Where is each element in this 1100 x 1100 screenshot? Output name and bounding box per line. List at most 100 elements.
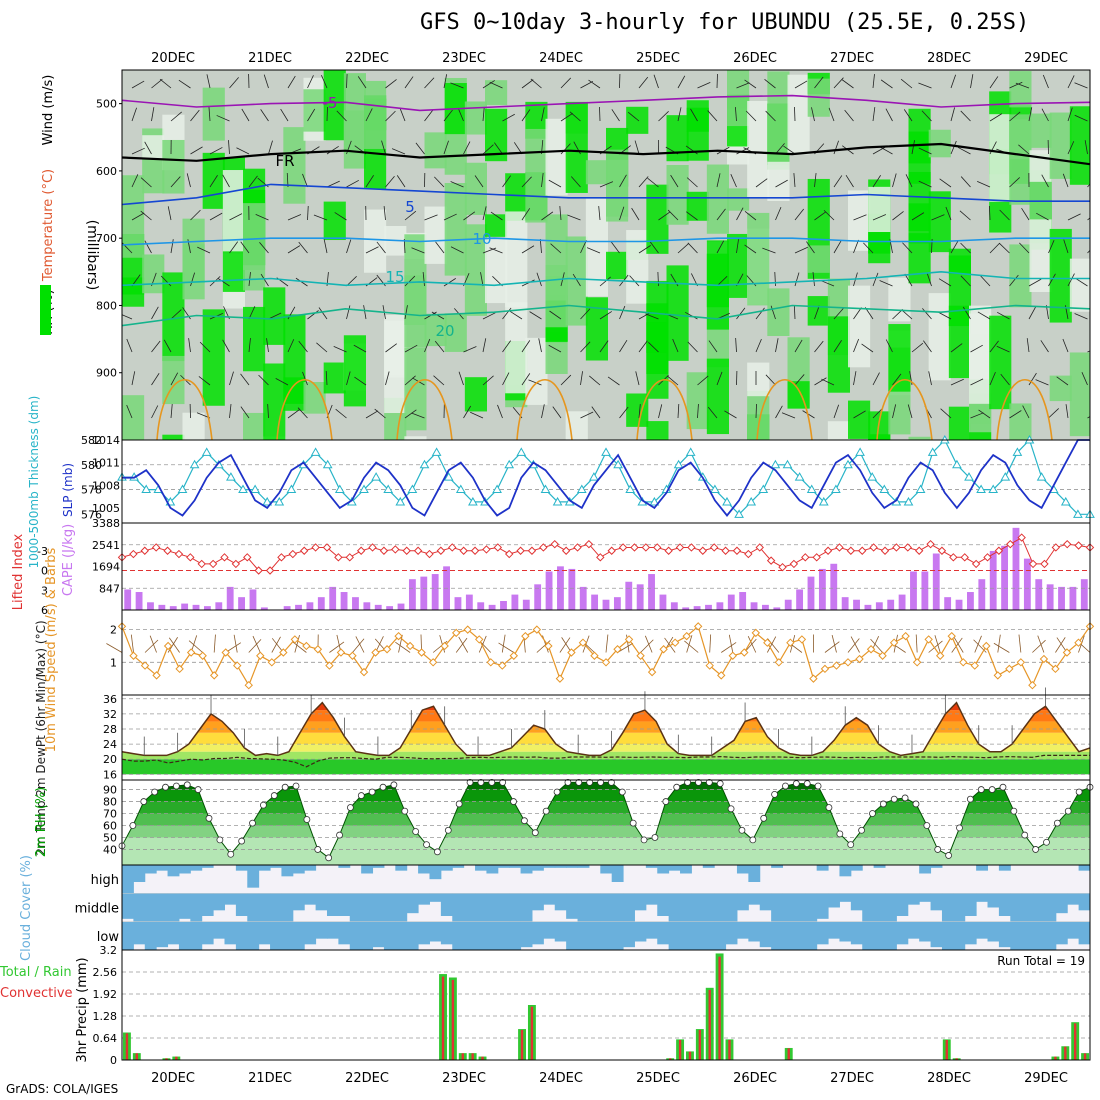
wind-barb	[657, 271, 659, 287]
cloud-bar-high	[372, 865, 385, 868]
wind-barb	[635, 371, 640, 386]
wind-barb	[677, 403, 680, 419]
rh-cell	[767, 288, 790, 337]
wind-barb	[365, 108, 373, 122]
cloud-bar-high	[600, 865, 613, 874]
rh2m-marker	[999, 783, 1007, 791]
wind-barb	[229, 241, 239, 254]
cloud-bar-middle	[748, 893, 761, 905]
wind-barb	[404, 344, 418, 353]
wind-barb	[302, 173, 308, 188]
wind-barb	[853, 239, 859, 254]
wind-barb	[1035, 379, 1049, 386]
wind-barb	[241, 108, 250, 122]
lifted-index-marker	[732, 546, 742, 555]
wind-barb	[911, 140, 915, 155]
cape-bar	[1080, 579, 1088, 610]
cloud-bar-low	[349, 921, 362, 950]
cloud-bar-low	[201, 921, 214, 945]
wind-barb	[208, 107, 211, 122]
precip-total-label: Total / Rain	[0, 965, 72, 980]
lifted-index-marker	[334, 553, 343, 562]
wind-barb-10m	[997, 634, 1001, 653]
wind-speed-marker	[647, 667, 657, 677]
wind-barb	[610, 241, 620, 254]
cloud-bar-high	[998, 865, 1011, 871]
cloud-bar-low	[941, 921, 954, 950]
rh2m-marker	[575, 778, 583, 786]
wind-barb	[275, 377, 289, 386]
wind-barb	[1000, 373, 1010, 386]
wind-speed-marker	[405, 641, 415, 651]
wind-barb	[151, 78, 163, 89]
wind-barb	[880, 146, 893, 155]
wind-barb	[950, 343, 963, 353]
wind-barb-10m	[582, 635, 590, 653]
precip-convective-bar	[688, 1051, 692, 1060]
rh-cell	[666, 115, 689, 162]
lifted-index-marker	[129, 549, 138, 559]
wind-speed-marker	[279, 648, 288, 657]
cape-bar	[215, 602, 223, 610]
wind-barb	[399, 107, 406, 122]
rh-cell	[585, 297, 608, 361]
date-label-bottom: 20DEC	[151, 1071, 195, 1086]
wind-barb	[774, 271, 776, 287]
wind-barb	[736, 207, 744, 221]
cloud-bar-high	[304, 865, 317, 871]
wind-barb	[697, 404, 699, 419]
thickness-marker	[976, 484, 986, 494]
wind-barb	[638, 340, 648, 353]
cloud-bar-low	[304, 921, 317, 945]
wind-barb	[736, 307, 746, 320]
lifted-index-marker	[436, 546, 446, 555]
wind-barb	[560, 77, 572, 89]
wind-barb-10m	[728, 634, 734, 653]
wind-speed-marker	[636, 651, 645, 660]
cloud-row-label: low	[97, 930, 120, 945]
cape-bar	[500, 601, 507, 610]
temperature-contour-25	[996, 378, 1053, 440]
rh2m-marker	[945, 852, 953, 859]
cloud-bar-high	[201, 865, 214, 868]
wind-barb	[588, 79, 601, 89]
cape-bar	[181, 603, 189, 610]
wind-barb	[411, 247, 425, 254]
wind-barb	[627, 111, 640, 122]
cloud-bar-high	[509, 865, 522, 868]
cloud-bar-middle	[258, 893, 271, 922]
date-label-top: 27DEC	[830, 51, 874, 66]
rh2m-marker	[140, 798, 148, 805]
rh2m-marker	[847, 841, 855, 849]
wind-barb	[1067, 107, 1073, 122]
cloud-bar-high	[976, 865, 989, 871]
thickness-marker	[927, 447, 938, 456]
cape-bar	[921, 571, 929, 610]
rh-cell	[626, 106, 649, 134]
precip-ytick: 0.64	[93, 1032, 118, 1045]
cloud-bar-middle	[1067, 893, 1080, 905]
wind-barb	[716, 276, 728, 287]
wind-barb	[1009, 177, 1020, 188]
wind-barb	[222, 174, 230, 188]
thickness-marker	[177, 484, 188, 494]
wind-barb	[385, 110, 396, 122]
rh2m-marker	[879, 800, 887, 808]
cape-bar	[1012, 527, 1020, 610]
cloud-bar-middle	[680, 893, 692, 922]
rh-cell	[908, 171, 931, 232]
wind-barb	[240, 406, 250, 419]
cloud-bar-low	[338, 921, 351, 945]
cloud-bar-low	[224, 921, 237, 945]
cloud-bar-low	[691, 921, 704, 950]
precip-convective-bar	[698, 1029, 702, 1060]
thickness-marker	[431, 447, 442, 456]
wind-barb	[989, 113, 1003, 122]
wind-barb	[892, 173, 897, 188]
wind-speed-marker	[302, 641, 311, 651]
wind-barb	[178, 79, 191, 89]
wind-barb	[236, 147, 250, 155]
date-label-bottom: 25DEC	[636, 1071, 680, 1086]
cloud-bar-high	[531, 865, 544, 871]
cloud-bar-high	[554, 865, 567, 868]
